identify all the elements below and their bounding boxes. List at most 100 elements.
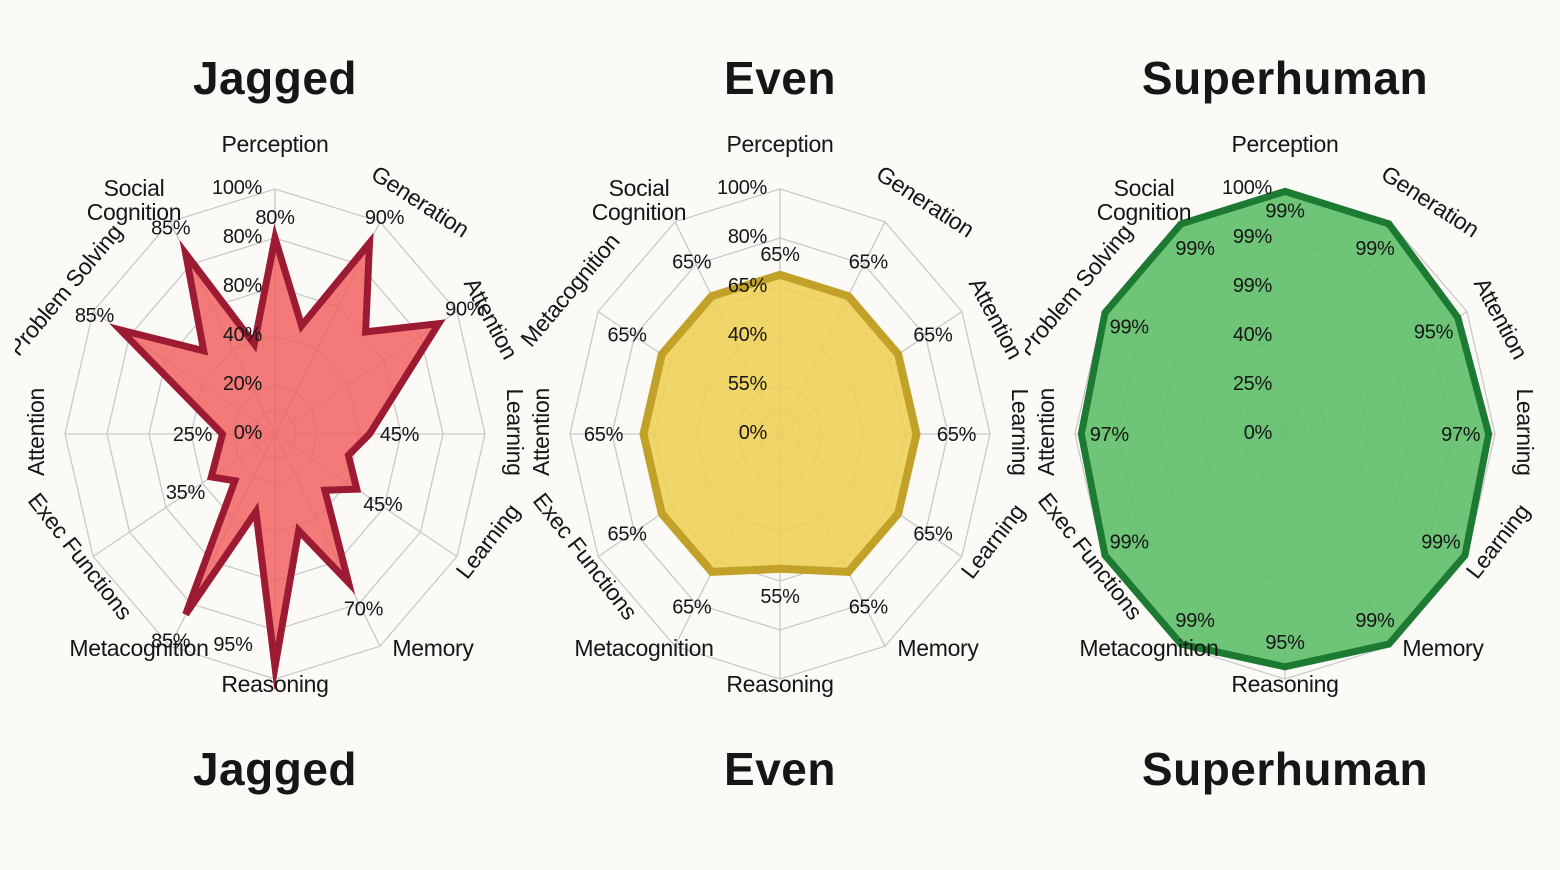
value-label-superhuman-10: 99%	[1110, 317, 1150, 339]
value-label-even-1: 65%	[849, 251, 889, 273]
radar-chart-even: 100%80%65%40%55%0%65% 65%65%65%65%65%55%6…	[520, 131, 1033, 697]
value-label-jagged-7: 85%	[151, 630, 191, 652]
value-label-even-9: 65%	[584, 424, 624, 446]
chart-jagged: Jagged 100% 80% 80% 40% 20% 0% 80% 90% 90% 45% 45%…	[15, 36, 535, 796]
chart-title-jagged: Jagged	[192, 52, 358, 104]
value-label-jagged-4: 45%	[363, 494, 403, 516]
axis-label-learning: Learning	[956, 499, 1030, 584]
chart-caption-superhuman: Superhuman	[1141, 743, 1429, 795]
chart-superhuman: Superhuman 100% 99% 99% 40% 25% 0% 99% 99% 95% 97…	[1025, 36, 1545, 796]
chart-title-even: Even	[724, 52, 836, 104]
radial-tick-label: 0%	[1244, 422, 1273, 444]
value-label-jagged-9: 25%	[173, 424, 213, 446]
axis-label-learning: Learning	[502, 388, 528, 475]
radial-tick-label: 20%	[223, 373, 263, 395]
data-polygon-jagged	[109, 223, 446, 691]
axis-label-social-cognition: Social Cognition	[1097, 175, 1191, 225]
value-label-superhuman-8: 99%	[1110, 531, 1150, 553]
axis-label-reasoning: Reasoning	[221, 671, 328, 697]
value-label-even-5: 65%	[849, 597, 889, 619]
value-label-even-11: 65%	[672, 251, 712, 273]
radial-tick-label: 40%	[728, 324, 768, 346]
value-label-superhuman-0: 99%	[1265, 200, 1305, 222]
value-label-superhuman-3: 97%	[1441, 424, 1481, 446]
chart-title-superhuman: Superhuman	[1141, 52, 1429, 104]
chart-even: Even 100% 80% 65% 40% 55% 0% 65% 65% 65% 65% 65% 65…	[520, 36, 1040, 796]
value-label-even-3: 65%	[937, 424, 977, 446]
radial-tick-label: 100%	[1222, 177, 1272, 199]
value-label-jagged-5: 70%	[344, 599, 384, 621]
radial-tick-label: 99%	[1233, 275, 1273, 297]
value-label-even-2: 65%	[913, 324, 953, 346]
radial-tick-label: 65%	[728, 275, 768, 297]
axis-label-perception: Perception	[727, 131, 834, 157]
chart-caption-jagged: Jagged	[192, 743, 358, 795]
axis-label-attention: Attention	[528, 388, 554, 476]
value-label-jagged-10: 85%	[75, 305, 115, 327]
axis-label-learning: Learning	[1512, 388, 1538, 475]
radial-tick-label: 100%	[717, 177, 767, 199]
value-label-jagged-6: 95%	[213, 634, 253, 656]
axis-label-learning: Learning	[1007, 388, 1033, 475]
value-label-jagged-11: 85%	[151, 218, 191, 240]
axis-label-reasoning: Reasoning	[726, 671, 833, 697]
value-label-superhuman-6: 95%	[1265, 632, 1305, 654]
radial-tick-label: 0%	[739, 422, 768, 444]
radar-chart-superhuman: 100%99%99%40%25%0%99%99%95%97%99%99%95%9…	[1025, 131, 1538, 697]
radial-tick-label: 80%	[223, 275, 263, 297]
axis-label-generation: Generation	[367, 160, 474, 242]
axis-label-reasoning: Reasoning	[1231, 671, 1338, 697]
axis-label-exec-functions: Exec Functions	[528, 488, 643, 625]
axis-label-metacognition: Metacognition	[1079, 635, 1218, 661]
radial-tick-label: 0%	[234, 422, 263, 444]
data-polygon-superhuman	[1077, 187, 1493, 671]
axis-label-perception: Perception	[1232, 131, 1339, 157]
radial-tick-label: 100%	[212, 177, 262, 199]
radar-chart-jagged: 100%80%80%40%20%0%80% 90%90%45%45%70%95%8…	[15, 131, 528, 697]
value-label-even-6: 55%	[760, 586, 800, 608]
value-label-superhuman-1: 99%	[1355, 238, 1395, 260]
radial-tick-label: 40%	[223, 324, 263, 346]
value-label-jagged-1: 90%	[365, 207, 405, 229]
axis-label-problem-solving: Problem Solving	[15, 219, 127, 361]
value-label-superhuman-7: 99%	[1175, 610, 1215, 632]
axis-label-attention: Attention	[1469, 273, 1533, 363]
axis-label-exec-functions: Exec Functions	[23, 488, 138, 625]
axis-label-attention: Attention	[23, 388, 49, 476]
value-label-superhuman-9: 97%	[1090, 424, 1130, 446]
axis-label-social-cognition: Social Cognition	[592, 175, 686, 225]
value-label-even-10: 65%	[608, 324, 648, 346]
value-label-jagged-3: 45%	[380, 424, 420, 446]
value-label-even-0: 65%	[760, 244, 800, 266]
value-label-superhuman-2: 95%	[1414, 322, 1454, 344]
radial-tick-label: 55%	[728, 373, 768, 395]
chart-caption-even: Even	[724, 743, 836, 795]
value-label-even-7: 65%	[672, 597, 712, 619]
axis-label-metacognition: Metacognition	[574, 635, 713, 661]
radial-tick-label: 80%	[728, 226, 768, 248]
radial-tick-label: 80%	[223, 226, 263, 248]
value-label-even-4: 65%	[913, 524, 953, 546]
data-polygon-even	[639, 270, 921, 576]
axis-label-generation: Generation	[872, 160, 979, 242]
radial-tick-label: 40%	[1233, 324, 1273, 346]
axis-label-perception: Perception	[222, 131, 329, 157]
value-label-superhuman-4: 99%	[1421, 531, 1461, 553]
axis-label-social-cognition: Social Cognition	[87, 175, 181, 225]
value-label-jagged-8: 35%	[166, 482, 206, 504]
radial-tick-label: 99%	[1233, 226, 1273, 248]
axis-label-memory: Memory	[897, 635, 979, 661]
axis-label-memory: Memory	[1402, 635, 1484, 661]
value-label-even-8: 65%	[608, 524, 648, 546]
radial-tick-label: 25%	[1233, 373, 1273, 395]
value-label-superhuman-5: 99%	[1355, 610, 1395, 632]
axis-label-attention: Attention	[1033, 388, 1059, 476]
axis-label-metacognition: Metacognition	[69, 635, 208, 661]
value-label-jagged-2: 90%	[445, 299, 485, 321]
axis-label-attention: Attention	[964, 273, 1028, 363]
axis-label-learning: Learning	[451, 499, 525, 584]
value-label-jagged-0: 80%	[255, 207, 295, 229]
axis-label-memory: Memory	[392, 635, 474, 661]
value-label-superhuman-11: 99%	[1175, 238, 1215, 260]
